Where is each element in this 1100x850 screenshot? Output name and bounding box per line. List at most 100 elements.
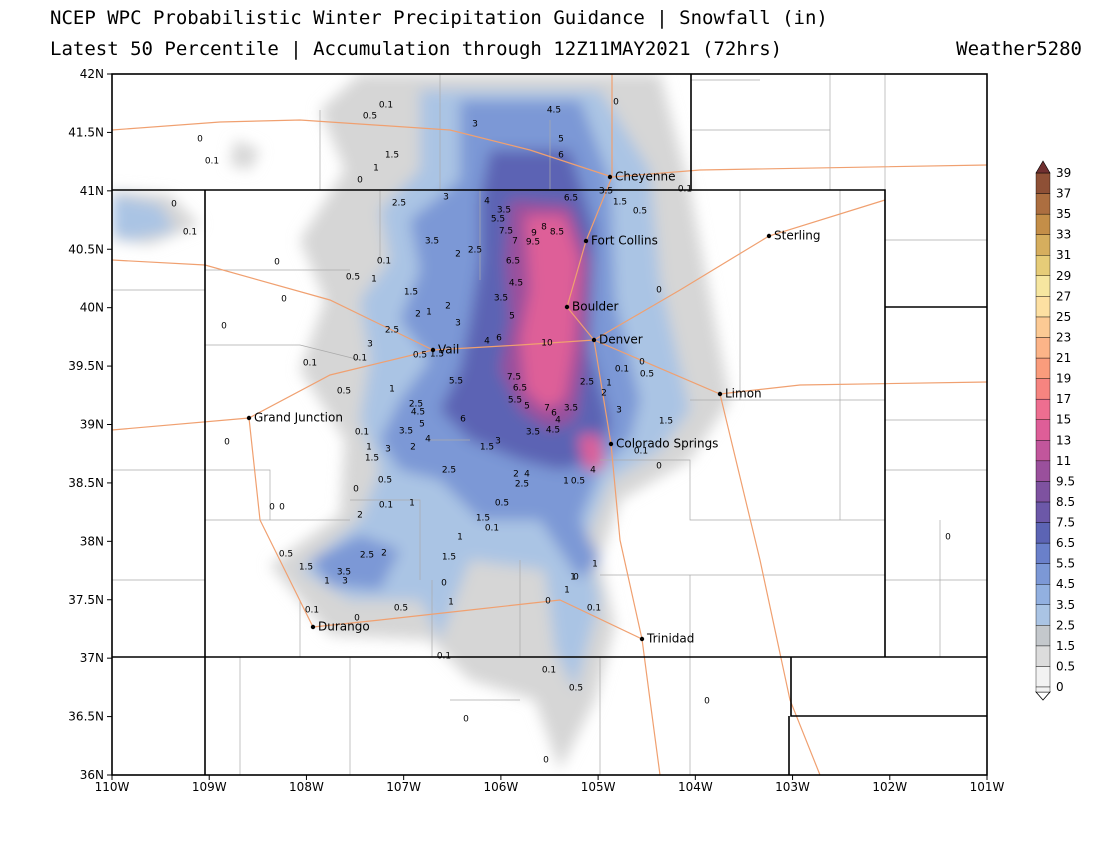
contour-label: 5 xyxy=(558,135,564,145)
contour-label: 0.1 xyxy=(205,157,219,167)
colorbar-label: 0.5 xyxy=(1056,659,1075,673)
colorbar-label: 39 xyxy=(1056,166,1071,180)
contour-label: 0 xyxy=(704,697,710,707)
contour-label: 0.1 xyxy=(377,257,391,267)
contour-label: 8 xyxy=(541,223,547,233)
colorbar-segment xyxy=(1035,460,1051,482)
lat-tick-label: 37.5N xyxy=(68,593,104,607)
contour-label: 0.5 xyxy=(569,684,583,694)
contour-label: 3 xyxy=(455,319,461,329)
city-label: Vail xyxy=(438,343,459,357)
contour-label: 0 xyxy=(545,597,551,607)
city-marker xyxy=(430,347,436,353)
colorbar-segment xyxy=(1035,337,1051,359)
snow-shading xyxy=(112,74,730,770)
lat-tick-label: 39N xyxy=(80,418,104,432)
colorbar-segment xyxy=(1035,255,1051,277)
contour-label: 0 xyxy=(171,200,177,210)
colorbar-segment xyxy=(1035,398,1051,420)
contour-label: 0 xyxy=(441,579,447,589)
contour-label: 1.5 xyxy=(442,553,456,563)
contour-label: 1 xyxy=(366,443,372,453)
contour-label: 0 xyxy=(543,756,549,766)
colorbar-segment xyxy=(1035,296,1051,318)
contour-label: 2 xyxy=(381,549,387,559)
colorbar-segment xyxy=(1035,316,1051,338)
contour-label: 2 xyxy=(410,443,416,453)
contour-label: 1.5 xyxy=(659,417,673,427)
contour-label: 9.5 xyxy=(526,238,540,248)
contour-label: 3.5 xyxy=(564,404,578,414)
colorbar-segment xyxy=(1035,604,1051,626)
colorbar-label: 3.5 xyxy=(1056,598,1075,612)
subtitle: Latest 50 Percentile | Accumulation thro… xyxy=(50,38,782,60)
axes: 36N 36.5N 37N 37.5N 38N 38.5N 39N 39.5N 40N 40.5N… xyxy=(68,67,1004,794)
contour-label: 3 xyxy=(385,445,391,455)
lat-tick-label: 38.5N xyxy=(68,476,104,490)
lat-tick-label: 37N xyxy=(80,651,104,665)
colorbar-label: 11 xyxy=(1056,454,1071,468)
contour-label: 2 xyxy=(445,302,451,312)
contour-label: 4.5 xyxy=(411,408,425,418)
colorbar-segment xyxy=(1035,522,1051,544)
contour-label: 2.5 xyxy=(360,551,374,561)
contour-label: 0 xyxy=(269,503,275,513)
lat-tick-label: 39.5N xyxy=(68,359,104,373)
contour-label: 0.5 xyxy=(571,477,585,487)
contour-label: 0.5 xyxy=(394,604,408,614)
contour-label: 3 xyxy=(342,577,348,587)
contour-label: 0 xyxy=(656,286,662,296)
colorbar-label: 0 xyxy=(1056,680,1064,694)
contour-label: 0 xyxy=(354,614,360,624)
city-marker xyxy=(564,304,570,310)
contour-label: 1 xyxy=(606,379,612,389)
lon-tick-label: 102W xyxy=(872,780,907,794)
contour-label: 2.5 xyxy=(409,400,423,410)
contour-label: 0.1 xyxy=(542,666,556,676)
contour-label: 0.5 xyxy=(337,387,351,397)
lon-tick-label: 108W xyxy=(289,780,324,794)
city-marker xyxy=(310,624,316,630)
contour-label: 1 xyxy=(570,573,576,583)
colorbar-segment xyxy=(1035,172,1051,194)
contour-label: 1.5 xyxy=(385,151,399,161)
contour-label: 0.1 xyxy=(379,101,393,111)
contour-label: 0.1 xyxy=(355,428,369,438)
contour-label: 0.1 xyxy=(353,354,367,364)
colorbar-label: 25 xyxy=(1056,310,1071,324)
city-marker xyxy=(591,337,597,343)
contour-label: 6.5 xyxy=(564,194,578,204)
contour-label: 7 xyxy=(544,404,550,414)
contour-label: 2 xyxy=(601,389,607,399)
contour-label: 0 xyxy=(357,176,363,186)
contour-label: 0.1 xyxy=(305,606,319,616)
lat-tick-label: 38N xyxy=(80,534,104,548)
city-label: Durango xyxy=(318,620,370,634)
contour-label: 1 xyxy=(409,499,415,509)
contour-label: 1.5 xyxy=(613,198,627,208)
lat-tick-label: 41.5N xyxy=(68,125,104,139)
city-marker xyxy=(246,415,252,421)
state-borders xyxy=(112,74,987,775)
lon-tick-label: 104W xyxy=(678,780,713,794)
contour-label: 7 xyxy=(512,237,518,247)
contour-label: 0 xyxy=(656,462,662,472)
contour-label: 8.5 xyxy=(550,228,564,238)
contour-label: 1.5 xyxy=(365,454,379,464)
contour-label: 0 xyxy=(945,533,951,543)
contour-label: 1 xyxy=(457,533,463,543)
contour-label: 3.5 xyxy=(337,568,351,578)
contour-label: 10 xyxy=(541,339,553,349)
contour-label: 0 xyxy=(353,485,359,495)
contour-label: 2.5 xyxy=(468,246,482,256)
contour-label: 0.5 xyxy=(378,476,392,486)
colorbar-label: 15 xyxy=(1056,413,1071,427)
contour-label: 0.1 xyxy=(183,228,197,238)
colorbar-segment xyxy=(1035,666,1051,688)
map-area: Cheyenne Fort Collins Sterling Boulder Denve… xyxy=(112,74,987,775)
lat-tick-label: 40N xyxy=(80,301,104,315)
contour-label: 1 xyxy=(389,385,395,395)
contour-label: 7.5 xyxy=(499,227,513,237)
contour-label: 3.5 xyxy=(599,187,613,197)
